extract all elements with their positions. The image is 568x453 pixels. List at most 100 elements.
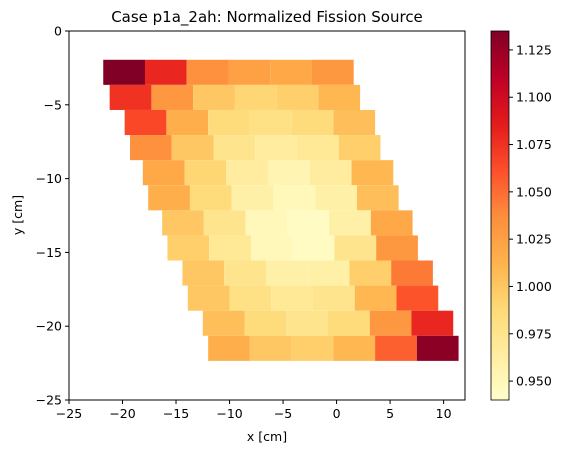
fission-cell	[268, 160, 310, 186]
colorbar-tick-label: 0.950	[516, 374, 552, 389]
y-axis: 0 −5 −10 −15 −20 −25	[36, 24, 69, 408]
fission-cell	[292, 235, 335, 261]
x-tick-label: −5	[274, 406, 292, 421]
x-tick-label: 10	[436, 406, 452, 421]
plot-cells	[103, 59, 459, 361]
fission-cell	[271, 285, 314, 311]
fission-cell	[369, 310, 412, 336]
colorbar-axis: 0.950 0.975 1.000 1.025 1.050 1.075 1.100 1.125	[509, 42, 552, 389]
fission-cell	[286, 310, 328, 336]
fission-cell	[202, 310, 245, 336]
colorbar-tick-label: 1.125	[516, 42, 552, 57]
colorbar-tick-label: 1.025	[516, 232, 552, 247]
y-tick-label: −25	[36, 393, 62, 408]
fission-cell	[351, 160, 394, 186]
fission-cell	[167, 235, 210, 261]
fission-cell	[182, 260, 225, 286]
plot-frame	[68, 30, 466, 401]
fission-cell	[376, 235, 418, 261]
fission-cell	[245, 210, 288, 236]
fission-cell	[244, 310, 287, 336]
fission-cell	[356, 185, 399, 211]
y-tick-label: −20	[36, 319, 62, 334]
fission-cell	[313, 285, 355, 311]
x-tick-label: −10	[216, 406, 242, 421]
fission-cell	[234, 84, 277, 110]
fission-cell	[209, 235, 251, 261]
fission-cell	[203, 210, 246, 236]
fission-cell	[224, 260, 266, 286]
y-tick-label: 0	[54, 24, 62, 39]
fission-cell	[333, 109, 376, 136]
x-tick-label: 0	[333, 406, 341, 421]
fission-cell	[411, 310, 454, 336]
x-axis: −25 −20 −15 −10 −5 0 5 10	[56, 400, 452, 421]
fission-cell	[265, 260, 308, 286]
fission-cell	[162, 210, 204, 236]
fission-cell	[124, 109, 167, 136]
fission-cell	[255, 135, 297, 161]
fission-cell	[309, 160, 352, 186]
fission-cell	[189, 185, 232, 211]
fission-cell	[144, 59, 187, 85]
fission-cell	[349, 260, 392, 286]
fission-cell	[166, 109, 209, 136]
x-tick-label: −15	[163, 406, 189, 421]
fission-cell	[307, 260, 350, 286]
fission-cell	[291, 109, 334, 136]
fission-cell	[334, 235, 377, 261]
x-tick-label: −25	[56, 406, 82, 421]
fission-cell	[391, 260, 433, 286]
fission-cell	[249, 109, 292, 136]
fission-cell	[273, 185, 316, 211]
fission-cell	[315, 185, 357, 211]
fission-cell	[208, 109, 250, 136]
colorbar-tick-label: 1.050	[516, 184, 552, 199]
fission-cell	[375, 335, 417, 361]
y-tick-label: −10	[36, 171, 62, 186]
fission-cell	[213, 135, 256, 161]
x-tick-label: 5	[386, 406, 394, 421]
fission-cell	[328, 310, 370, 336]
fission-cell	[354, 285, 397, 311]
fission-cell	[287, 210, 330, 236]
y-axis-label: y [cm]	[10, 195, 25, 235]
fission-cell	[171, 135, 214, 161]
fission-cell	[184, 160, 227, 186]
y-tick-label: −5	[44, 97, 62, 112]
fission-cell	[296, 135, 339, 161]
fission-cell	[187, 285, 230, 311]
fission-cell	[318, 84, 361, 110]
fission-cell	[109, 84, 152, 110]
fission-cell	[229, 285, 272, 311]
fission-cell	[228, 59, 271, 85]
x-axis-label: x [cm]	[247, 429, 287, 444]
fission-cell	[186, 59, 229, 85]
fission-cell	[416, 335, 459, 361]
x-tick-label: −20	[109, 406, 135, 421]
colorbar-tick-label: 0.975	[516, 326, 552, 341]
fission-cell	[311, 59, 354, 85]
fission-cell	[276, 84, 319, 110]
colorbar-tick-label: 1.000	[516, 279, 552, 294]
fission-cell	[333, 335, 376, 361]
colorbar	[490, 30, 510, 401]
fission-cell	[249, 335, 292, 361]
fission-cell	[338, 135, 381, 161]
fission-cell	[270, 59, 312, 85]
fission-cell	[226, 160, 269, 186]
fission-cell	[370, 210, 413, 236]
fission-cell	[231, 185, 274, 211]
fission-cell	[291, 335, 334, 361]
fission-cell	[142, 160, 185, 186]
fission-cell	[130, 135, 172, 161]
colorbar-tick-label: 1.100	[516, 90, 552, 105]
colorbar-tick-label: 1.075	[516, 137, 552, 152]
fission-cell	[329, 210, 371, 236]
chart-title: Case p1a_2ah: Normalized Fission Source	[111, 8, 423, 27]
fission-cell	[193, 84, 235, 110]
y-tick-label: −15	[36, 245, 62, 260]
fission-cell	[396, 285, 439, 311]
fission-cell	[250, 235, 293, 261]
